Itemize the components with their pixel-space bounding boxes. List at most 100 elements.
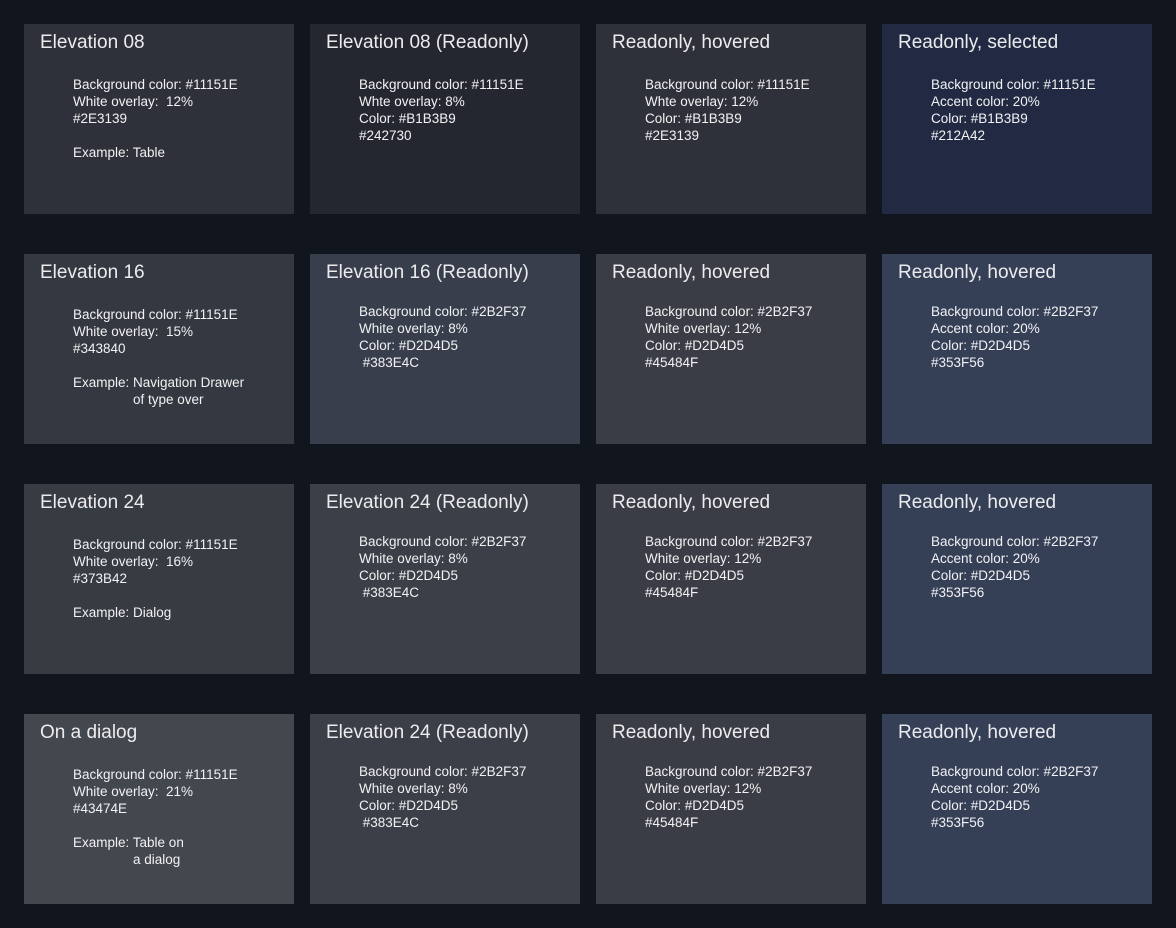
card-title: Readonly, hovered [612, 722, 771, 743]
card-title: Elevation 08 [40, 32, 145, 53]
card-line: Accent color: 20% [931, 781, 1040, 796]
card-line: #383E4C [359, 355, 420, 370]
card-line [73, 127, 278, 144]
card-line: Background color: #11151E [645, 77, 810, 92]
swatch-card-elevation-16-readonly: Elevation 16 (Readonly) Background color… [310, 254, 580, 444]
card-line: White overlay: 21% [73, 784, 194, 799]
card-line: #383E4C [359, 585, 420, 600]
card-line: White overlay: 12% [73, 94, 194, 109]
swatch-card-readonly-selected: Readonly, selected Background color: #11… [882, 24, 1152, 214]
card-description: Background color: #2B2F37 White overlay:… [612, 303, 850, 371]
swatch-grid: Elevation 08 Background color: #11151E W… [24, 24, 1152, 904]
card-line: White overlay: 8% [359, 781, 468, 796]
swatch-card-elevation-08-readonly: Elevation 08 (Readonly) Background color… [310, 24, 580, 214]
card-line: #212A42 [931, 128, 986, 143]
card-line: Background color: #11151E [359, 77, 524, 92]
card-line: #2E3139 [73, 111, 128, 126]
card-title: Elevation 16 (Readonly) [326, 262, 529, 283]
card-line: a dialog [133, 852, 181, 867]
card-line: #353F56 [931, 815, 985, 830]
card-description: Background color: #11151E White overlay:… [40, 536, 278, 621]
card-line: Background color: #2B2F37 [359, 304, 527, 319]
card-title: Elevation 16 [40, 262, 145, 283]
swatch-card-readonly-hovered: Readonly, hovered Background color: #111… [596, 24, 866, 214]
card-line: Background color: #11151E [73, 767, 238, 782]
card-title: Readonly, hovered [612, 262, 771, 283]
card-line: Background color: #11151E [73, 307, 238, 322]
card-line: White overlay: 12% [645, 551, 762, 566]
swatch-card-on-a-dialog: On a dialog Background color: #11151E Wh… [24, 714, 294, 904]
card-description: Background color: #11151E White overlay:… [40, 306, 278, 408]
card-line: #45484F [645, 815, 699, 830]
card-line: Background color: #2B2F37 [645, 534, 813, 549]
card-description: Background color: #2B2F37 Accent color: … [898, 303, 1136, 371]
card-line: Color: #D2D4D5 [931, 338, 1031, 353]
card-line: White overlay: 12% [645, 781, 762, 796]
card-description: Background color: #11151E Whte overlay: … [326, 76, 564, 144]
swatch-card-elevation-24-readonly: Elevation 24 (Readonly) Background color… [310, 714, 580, 904]
card-line: Color: #B1B3B9 [359, 111, 456, 126]
swatch-card-elevation-24: Elevation 24 Background color: #11151E W… [24, 484, 294, 674]
card-line: Accent color: 20% [931, 551, 1040, 566]
card-title: Readonly, hovered [612, 32, 771, 53]
card-line: Background color: #11151E [931, 77, 1096, 92]
card-line: Color: #D2D4D5 [931, 568, 1031, 583]
card-line: Color: #D2D4D5 [359, 798, 459, 813]
swatch-card-readonly-hovered: Readonly, hovered Background color: #2B2… [596, 484, 866, 674]
card-line: Example: Table [73, 145, 166, 160]
card-line: Accent color: 20% [931, 321, 1040, 336]
card-description: Background color: #2B2F37 White overlay:… [612, 533, 850, 601]
card-title: Readonly, hovered [898, 262, 1057, 283]
card-line: #353F56 [931, 355, 985, 370]
card-title: Elevation 24 (Readonly) [326, 492, 529, 513]
card-description: Background color: #2B2F37 White overlay:… [326, 763, 564, 831]
card-line: Background color: #2B2F37 [931, 534, 1099, 549]
card-description: Background color: #2B2F37 Accent color: … [898, 763, 1136, 831]
card-line: Color: #D2D4D5 [359, 338, 459, 353]
card-line: Whte overlay: 12% [645, 94, 759, 109]
card-line: Example: Dialog [73, 605, 172, 620]
card-description: Background color: #11151E Whte overlay: … [612, 76, 850, 144]
card-line: Background color: #2B2F37 [645, 764, 813, 779]
card-line: Background color: #2B2F37 [645, 304, 813, 319]
card-line: #2E3139 [645, 128, 700, 143]
card-line: White overlay: 12% [645, 321, 762, 336]
card-description: Background color: #2B2F37 White overlay:… [326, 303, 564, 371]
card-line: Background color: #2B2F37 [931, 764, 1099, 779]
swatch-card-readonly-hovered-accent: Readonly, hovered Background color: #2B2… [882, 254, 1152, 444]
card-line: Background color: #2B2F37 [359, 534, 527, 549]
card-title: On a dialog [40, 722, 138, 743]
card-line: Example: Navigation Drawer [73, 375, 245, 390]
card-line: Color: #B1B3B9 [645, 111, 742, 126]
card-line: Background color: #11151E [73, 77, 238, 92]
card-line: White overlay: 16% [73, 554, 194, 569]
card-line: White overlay: 8% [359, 551, 468, 566]
card-line: Color: #D2D4D5 [359, 568, 459, 583]
swatch-card-readonly-hovered: Readonly, hovered Background color: #2B2… [596, 714, 866, 904]
card-line [73, 817, 278, 834]
card-description: Background color: #11151E White overlay:… [40, 766, 278, 868]
swatch-card-elevation-24-readonly: Elevation 24 (Readonly) Background color… [310, 484, 580, 674]
card-line: Background color: #2B2F37 [931, 304, 1099, 319]
card-title: Readonly, hovered [898, 492, 1057, 513]
swatch-card-readonly-hovered-accent: Readonly, hovered Background color: #2B2… [882, 714, 1152, 904]
card-line: Color: #D2D4D5 [645, 338, 745, 353]
card-line [73, 587, 278, 604]
card-line: Background color: #2B2F37 [359, 764, 527, 779]
card-title: Readonly, hovered [612, 492, 771, 513]
card-line: #343840 [73, 341, 126, 356]
card-line: #242730 [359, 128, 412, 143]
card-description: Background color: #2B2F37 White overlay:… [612, 763, 850, 831]
card-line: Whte overlay: 8% [359, 94, 465, 109]
card-line: Example: Table on [73, 835, 184, 850]
card-title: Elevation 24 (Readonly) [326, 722, 529, 743]
swatch-card-elevation-16: Elevation 16 Background color: #11151E W… [24, 254, 294, 444]
swatch-card-elevation-08: Elevation 08 Background color: #11151E W… [24, 24, 294, 214]
card-line: #353F56 [931, 585, 985, 600]
swatch-card-readonly-hovered-accent: Readonly, hovered Background color: #2B2… [882, 484, 1152, 674]
card-line: #373B42 [73, 571, 128, 586]
card-description: Background color: #2B2F37 Accent color: … [898, 533, 1136, 601]
swatch-card-readonly-hovered: Readonly, hovered Background color: #2B2… [596, 254, 866, 444]
card-title: Readonly, selected [898, 32, 1059, 53]
card-line: of type over [133, 392, 204, 407]
